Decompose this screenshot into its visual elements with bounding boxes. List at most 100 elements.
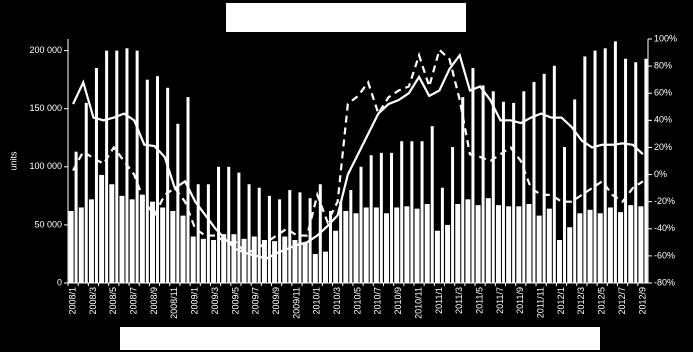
bar	[139, 194, 145, 283]
bar	[312, 253, 318, 283]
bar	[359, 166, 363, 283]
bar	[644, 58, 648, 283]
bar	[495, 205, 501, 283]
bar	[491, 91, 495, 284]
bar	[200, 238, 206, 283]
bar	[68, 210, 74, 283]
x-tick-label: 2011/9	[515, 287, 525, 314]
bar	[587, 209, 593, 283]
bar	[638, 206, 644, 283]
x-tick-label: 2010/11	[413, 287, 423, 319]
x-tick-label: 2008/3	[88, 287, 98, 315]
bar	[349, 190, 353, 283]
x-tick-label: 2009/11	[291, 287, 301, 319]
bar	[88, 199, 94, 283]
bar	[557, 240, 563, 283]
bar	[404, 206, 410, 283]
y-tick-label: 0	[57, 277, 62, 287]
x-tick-label: 2008/11	[169, 287, 179, 319]
bar	[563, 147, 567, 283]
bar	[231, 234, 237, 283]
bar	[455, 203, 461, 283]
x-tick-label: 2011/7	[495, 287, 505, 314]
bar	[278, 199, 282, 283]
x-tick-label: 2010/1	[312, 287, 322, 315]
bar	[526, 203, 532, 283]
x-tick-label: 2008/1	[67, 287, 77, 315]
bar	[333, 230, 339, 283]
bar	[322, 251, 328, 283]
bar	[206, 184, 210, 283]
bar	[400, 141, 404, 283]
bar	[109, 184, 115, 283]
bar	[369, 155, 373, 283]
bar	[343, 210, 349, 283]
bar	[546, 208, 552, 283]
bar	[583, 56, 587, 283]
bar	[190, 236, 196, 283]
bar	[211, 240, 217, 283]
bar	[440, 187, 444, 283]
bar	[501, 101, 505, 283]
x-tick-label: 2009/5	[230, 287, 240, 315]
x-tick-label: 2008/9	[149, 287, 159, 315]
bar	[485, 198, 491, 283]
y2-tick-label: 100%	[654, 33, 677, 43]
bar	[465, 199, 471, 283]
title-box	[226, 3, 466, 32]
bar	[445, 224, 451, 283]
y2-tick-label: -60%	[654, 250, 675, 260]
bar	[384, 213, 390, 283]
bar	[353, 213, 359, 283]
bar	[506, 206, 512, 283]
y2-tick-label: 40%	[654, 115, 672, 125]
x-tick-label: 2009/3	[210, 287, 220, 315]
bar	[451, 147, 455, 283]
bar	[170, 210, 176, 283]
bar	[105, 50, 109, 283]
bar	[607, 207, 613, 283]
bar	[272, 241, 278, 283]
y2-tick-label: -80%	[654, 277, 675, 287]
bar	[573, 99, 577, 284]
y2-tick-label: 0%	[654, 169, 667, 179]
bar	[390, 152, 394, 283]
bar	[542, 73, 546, 283]
bar	[135, 50, 139, 283]
x-tick-label: 2009/9	[271, 287, 281, 315]
bar	[624, 58, 628, 283]
bar	[339, 201, 343, 283]
x-tick-label: 2012/7	[617, 287, 627, 315]
bar	[613, 41, 617, 284]
bar	[471, 68, 475, 283]
bar	[74, 151, 78, 283]
x-tick-label: 2009/1	[190, 287, 200, 315]
bar	[420, 141, 424, 283]
bar	[363, 207, 369, 283]
x-tick-label: 2011/5	[474, 287, 484, 314]
bar	[166, 87, 170, 283]
bar	[282, 236, 288, 283]
bar	[512, 102, 516, 284]
bar	[292, 240, 298, 283]
bar	[247, 184, 251, 283]
bar	[180, 215, 186, 283]
y-tick-label: 100 000	[29, 161, 62, 171]
x-tick-label: 2009/7	[251, 287, 261, 315]
y2-tick-label: 60%	[654, 88, 672, 98]
bar	[577, 213, 583, 283]
bar	[84, 102, 88, 284]
dashed-line	[72, 47, 644, 255]
legend-box	[120, 327, 600, 350]
bar	[634, 62, 638, 283]
bar	[115, 50, 119, 283]
bar	[149, 201, 155, 283]
bar	[251, 236, 257, 283]
x-tick-label: 2012/5	[597, 287, 607, 315]
bar	[129, 199, 135, 283]
bar	[78, 207, 84, 283]
bar	[597, 213, 603, 283]
bar	[536, 215, 542, 283]
